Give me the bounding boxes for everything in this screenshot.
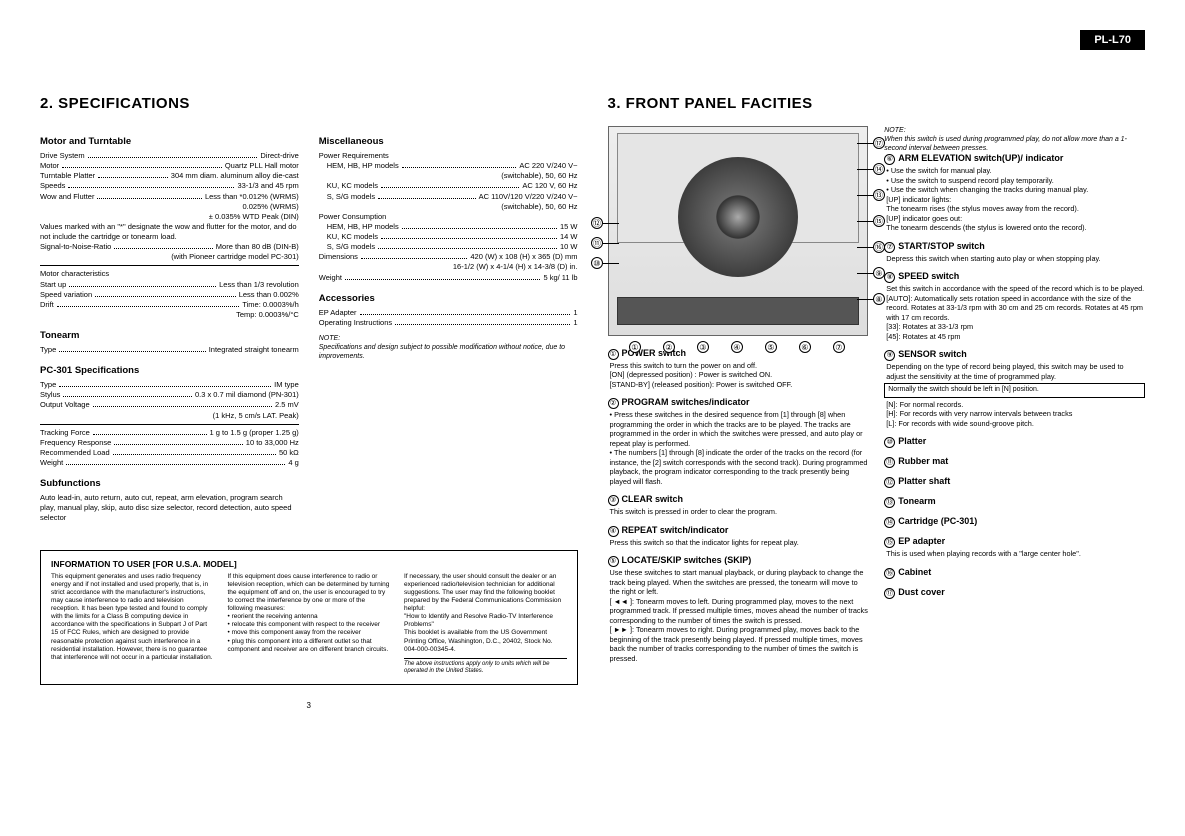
specs-col-right: Miscellaneous Power Requirements HEM, HB… [319, 126, 578, 524]
callout: ⑤ [765, 341, 777, 353]
callout: ④ [731, 341, 743, 353]
front-note: NOTE: When this switch is used during pr… [884, 126, 1145, 153]
info-col-1: This equipment generates and uses radio … [51, 573, 214, 676]
front-item: ⑥ARM ELEVATION switch(UP)/ indicator• Us… [884, 153, 1145, 232]
mc-extra: Temp: 0.0003%/°C [40, 310, 299, 320]
callout: ① [629, 341, 641, 353]
front-item: ⑮EP adapterThis is used when playing rec… [884, 536, 1145, 558]
spec-note: NOTE: Specifications and design subject … [319, 334, 578, 361]
front-item: ⑪Rubber mat [884, 456, 1145, 468]
dims-label: Dimensions [319, 252, 358, 262]
front-item: ⑩Platter [884, 436, 1145, 448]
head-misc: Miscellaneous [319, 136, 578, 147]
front-item: ⑦START/STOP switchDepress this switch wh… [884, 241, 1145, 263]
turntable-figure: ⑰⑭⑬⑮⑯⑨⑧⑫⑪⑩①②③④⑤⑥⑦ [608, 126, 868, 336]
specifications-section: 2. SPECIFICATIONS Motor and Turntable Dr… [40, 95, 578, 710]
front-item: ⑫Platter shaft [884, 476, 1145, 488]
front-item: ⑨SENSOR switchDepending on the type of r… [884, 349, 1145, 428]
callout: ③ [697, 341, 709, 353]
wf-extra1: 0.025% (WRMS) [40, 202, 299, 212]
weight-val: 5 kg/ 11 lb [543, 273, 577, 283]
callout: ⑭ [873, 163, 885, 175]
snr-val: More than 80 dB (DIN-B) [216, 242, 299, 252]
callout: ⑩ [591, 257, 603, 269]
callout: ⑮ [873, 215, 885, 227]
dims-val: 420 (W) x 108 (H) x 365 (D) mm [470, 252, 577, 262]
mt-note: Values marked with an "*" designate the … [40, 222, 299, 242]
front-col-left: ⑰⑭⑬⑮⑯⑨⑧⑫⑪⑩①②③④⑤⑥⑦ ①POWER switchPress thi… [608, 126, 869, 671]
info-col-2: If this equipment does cause interferenc… [228, 573, 391, 676]
info-col-3: If necessary, the user should consult th… [404, 573, 567, 676]
callout: ⑪ [591, 237, 603, 249]
head-subfunc: Subfunctions [40, 478, 299, 489]
specs-col-left: Motor and Turntable Drive SystemDirect-d… [40, 126, 299, 524]
front-item: ⑰Dust cover [884, 587, 1145, 599]
dims-extra: 16-1/2 (W) x 4-1/4 (H) x 14-3/8 (D) in. [319, 262, 578, 272]
front-item: ①POWER switchPress this switch to turn t… [608, 348, 869, 389]
snr-label: Signal-to-Noise-Ratio [40, 242, 111, 252]
weight-label: Weight [319, 273, 342, 283]
pc-extra1: (1 kHz, 5 cm/s LAT. Peak) [40, 411, 299, 421]
front-item: ⑭Cartridge (PC-301) [884, 516, 1145, 528]
front-item: ③CLEAR switchThis switch is pressed in o… [608, 494, 869, 516]
front-item: ⑬Tonearm [884, 496, 1145, 508]
power-req-label: Power Requirements [319, 151, 578, 161]
front-item: ②PROGRAM switches/indicator• Press these… [608, 397, 869, 486]
model-badge: PL-L70 [1080, 30, 1145, 50]
snr-extra: (with Pioneer cartridge model PC-301) [40, 252, 299, 262]
fcc-info-box: INFORMATION TO USER [FOR U.S.A. MODEL] T… [40, 550, 578, 685]
front-heading: 3. FRONT PANEL FACITIES [608, 95, 1146, 112]
callout: ⑰ [873, 137, 885, 149]
callout: ⑦ [833, 341, 845, 353]
callout: ⑨ [873, 267, 885, 279]
specs-heading: 2. SPECIFICATIONS [40, 95, 578, 112]
callout: ⑬ [873, 189, 885, 201]
wf-extra2: ± 0.035% WTD Peak (DIN) [40, 212, 299, 222]
head-accessories: Accessories [319, 293, 578, 304]
subfunc-body: Auto lead-in, auto return, auto cut, rep… [40, 493, 299, 523]
callout: ⑫ [591, 217, 603, 229]
callout: ② [663, 341, 675, 353]
front-item: ④REPEAT switch/indicatorPress this switc… [608, 525, 869, 547]
front-item: ⑤LOCATE/SKIP switches (SKIP)Use these sw… [608, 555, 869, 663]
callout: ⑥ [799, 341, 811, 353]
head-motor-char: Motor characteristics [40, 269, 299, 279]
page-number: 3 [40, 701, 578, 710]
front-item: ⑯Cabinet [884, 567, 1145, 579]
front-panel-section: 3. FRONT PANEL FACITIES ⑰⑭⑬⑮⑯⑨⑧⑫⑪⑩①②③④⑤⑥… [608, 95, 1146, 710]
front-item: ⑧SPEED switchSet this switch in accordan… [884, 271, 1145, 341]
page-content: 2. SPECIFICATIONS Motor and Turntable Dr… [40, 95, 1145, 710]
front-col-right: NOTE: When this switch is used during pr… [884, 126, 1145, 671]
info-box-title: INFORMATION TO USER [FOR U.S.A. MODEL] [51, 559, 567, 569]
head-pc301: PC-301 Specifications [40, 365, 299, 376]
callout: ⑧ [873, 293, 885, 305]
head-tonearm: Tonearm [40, 330, 299, 341]
callout: ⑯ [873, 241, 885, 253]
power-cons-label: Power Consumption [319, 212, 578, 222]
head-motor-turntable: Motor and Turntable [40, 136, 299, 147]
